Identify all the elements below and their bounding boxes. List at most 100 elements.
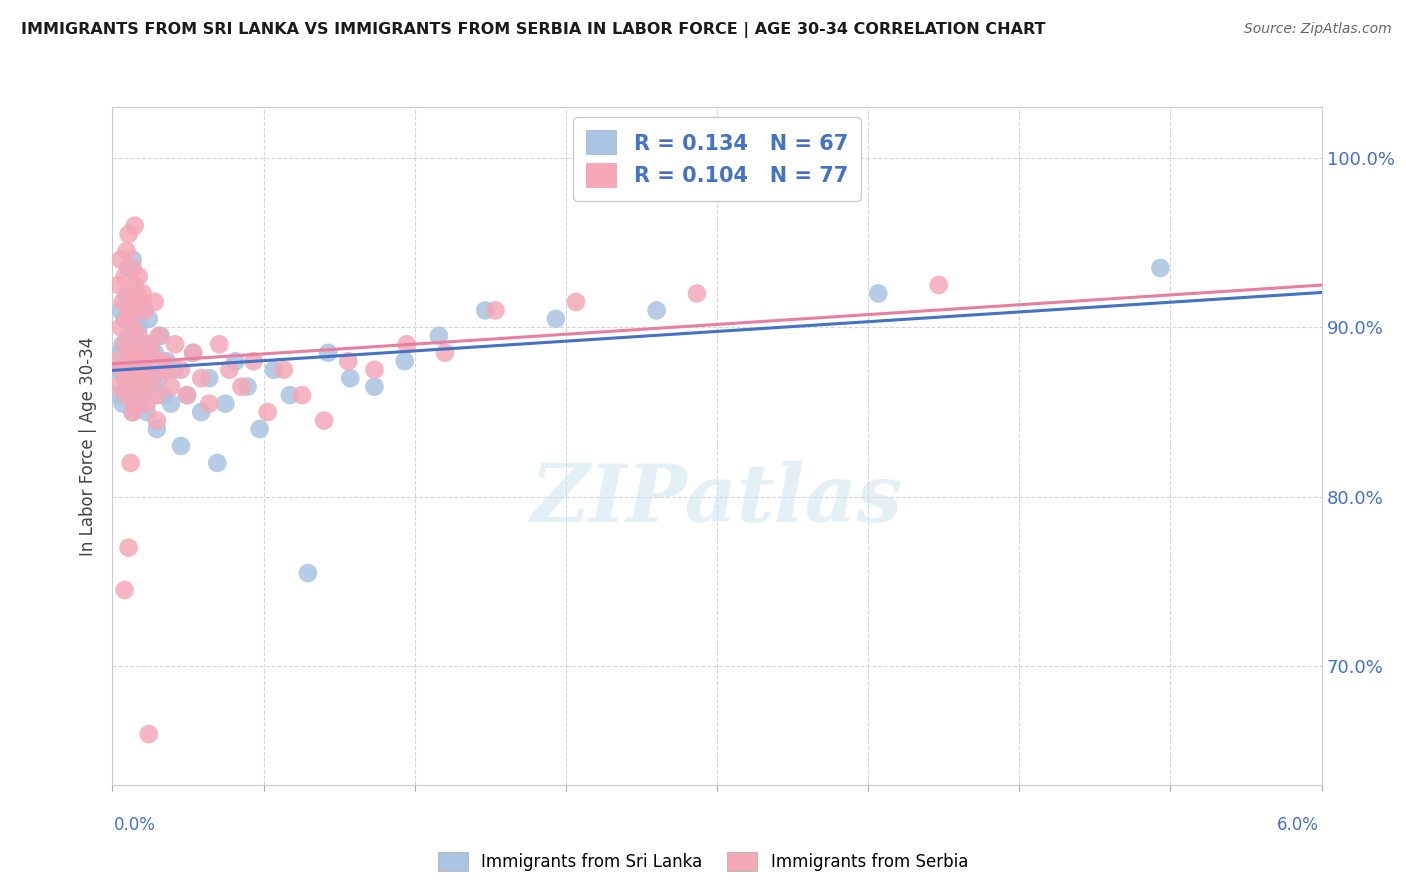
Point — [645, 303, 668, 318]
Point — [132, 286, 155, 301]
Point — [190, 371, 212, 385]
Point — [278, 388, 301, 402]
Point — [474, 303, 496, 318]
Point — [395, 337, 418, 351]
Point — [928, 278, 950, 293]
Point — [132, 294, 155, 310]
Point — [129, 294, 152, 310]
Point — [143, 294, 166, 310]
Point — [273, 363, 295, 377]
Point — [111, 337, 134, 351]
Point — [128, 371, 150, 385]
Point — [163, 337, 186, 351]
Point — [121, 380, 143, 394]
Point — [129, 363, 152, 377]
Point — [125, 303, 148, 318]
Point — [142, 380, 165, 394]
Point — [176, 388, 198, 402]
Point — [121, 320, 143, 334]
Point — [117, 328, 139, 343]
Point — [236, 380, 259, 394]
Point — [125, 397, 148, 411]
Point — [181, 346, 204, 360]
Point — [114, 269, 136, 284]
Point — [124, 346, 146, 360]
Point — [214, 397, 236, 411]
Point — [263, 363, 285, 377]
Point — [190, 405, 212, 419]
Point — [107, 380, 129, 394]
Point — [138, 363, 160, 377]
Point — [433, 346, 456, 360]
Point — [107, 388, 129, 402]
Point — [124, 219, 146, 233]
Point — [121, 354, 143, 368]
Point — [128, 397, 150, 411]
Point — [134, 354, 156, 368]
Point — [129, 371, 152, 385]
Point — [120, 286, 142, 301]
Point — [868, 286, 890, 301]
Point — [115, 244, 138, 259]
Point — [135, 397, 157, 411]
Text: 0.0%: 0.0% — [114, 816, 156, 834]
Point — [170, 363, 193, 377]
Point — [170, 439, 193, 453]
Point — [135, 405, 157, 419]
Point — [120, 456, 142, 470]
Point — [115, 354, 138, 368]
Point — [242, 354, 264, 368]
Point — [115, 286, 138, 301]
Point — [139, 346, 162, 360]
Point — [138, 727, 160, 741]
Point — [110, 252, 132, 267]
Point — [128, 328, 150, 343]
Point — [124, 328, 146, 343]
Point — [134, 303, 156, 318]
Legend: R = 0.134   N = 67, R = 0.104   N = 77: R = 0.134 N = 67, R = 0.104 N = 77 — [574, 118, 860, 201]
Point — [152, 388, 174, 402]
Point — [181, 346, 204, 360]
Point — [117, 303, 139, 318]
Point — [146, 388, 169, 402]
Point — [117, 380, 139, 394]
Point — [117, 227, 139, 242]
Point — [153, 363, 176, 377]
Point — [316, 346, 339, 360]
Point — [115, 388, 138, 402]
Point — [256, 405, 278, 419]
Point — [337, 354, 360, 368]
Point — [121, 252, 143, 267]
Point — [114, 337, 136, 351]
Point — [120, 346, 142, 360]
Point — [198, 371, 221, 385]
Y-axis label: In Labor Force | Age 30-34: In Labor Force | Age 30-34 — [79, 336, 97, 556]
Point — [128, 320, 150, 334]
Point — [138, 337, 160, 351]
Point — [208, 337, 231, 351]
Point — [121, 312, 143, 326]
Point — [110, 303, 132, 318]
Point — [111, 363, 134, 377]
Point — [363, 363, 385, 377]
Point — [121, 405, 143, 419]
Point — [224, 354, 246, 368]
Point — [163, 363, 186, 377]
Point — [120, 303, 142, 318]
Point — [218, 363, 240, 377]
Point — [121, 261, 143, 276]
Point — [160, 397, 183, 411]
Point — [114, 583, 136, 598]
Text: ZIPatlas: ZIPatlas — [531, 461, 903, 539]
Point — [110, 346, 132, 360]
Legend: Immigrants from Sri Lanka, Immigrants from Serbia: Immigrants from Sri Lanka, Immigrants fr… — [429, 843, 977, 880]
Point — [142, 371, 165, 385]
Point — [160, 380, 183, 394]
Point — [427, 328, 450, 343]
Point — [363, 380, 385, 394]
Point — [125, 346, 148, 360]
Point — [139, 337, 162, 351]
Point — [105, 363, 128, 377]
Point — [115, 312, 138, 326]
Point — [121, 371, 143, 385]
